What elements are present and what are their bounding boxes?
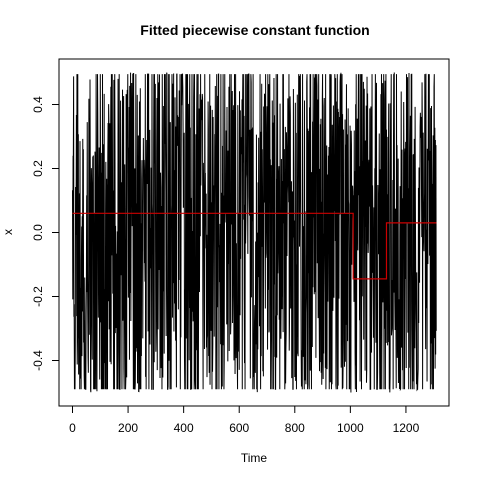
- y-axis: -0.4 -0.2 0.0 0.2 0.4: [31, 96, 60, 371]
- x-tick-label: 0: [69, 421, 76, 435]
- y-axis-label: x: [1, 229, 15, 235]
- x-axis: 0 200 400 600 800 1000 1200: [69, 405, 420, 435]
- y-tick-label: 0.4: [31, 96, 45, 113]
- x-tick-label: 200: [118, 421, 138, 435]
- y-tick-label: 0.0: [31, 224, 45, 241]
- x-tick-label: 600: [229, 421, 249, 435]
- y-tick-label: 0.2: [31, 160, 45, 177]
- y-tick-label: -0.4: [31, 350, 45, 371]
- x-tick-label: 400: [174, 421, 194, 435]
- series-noise-line: [72, 72, 437, 393]
- x-tick-label: 800: [285, 421, 305, 435]
- y-tick-label: -0.2: [31, 286, 45, 307]
- chart-title: Fitted piecewise constant function: [140, 22, 369, 38]
- data-layer: [72, 72, 437, 393]
- x-tick-label: 1200: [393, 421, 420, 435]
- x-tick-label: 1000: [337, 421, 364, 435]
- x-axis-label: Time: [241, 451, 268, 465]
- series-piecewise-constant-line: [72, 212, 437, 280]
